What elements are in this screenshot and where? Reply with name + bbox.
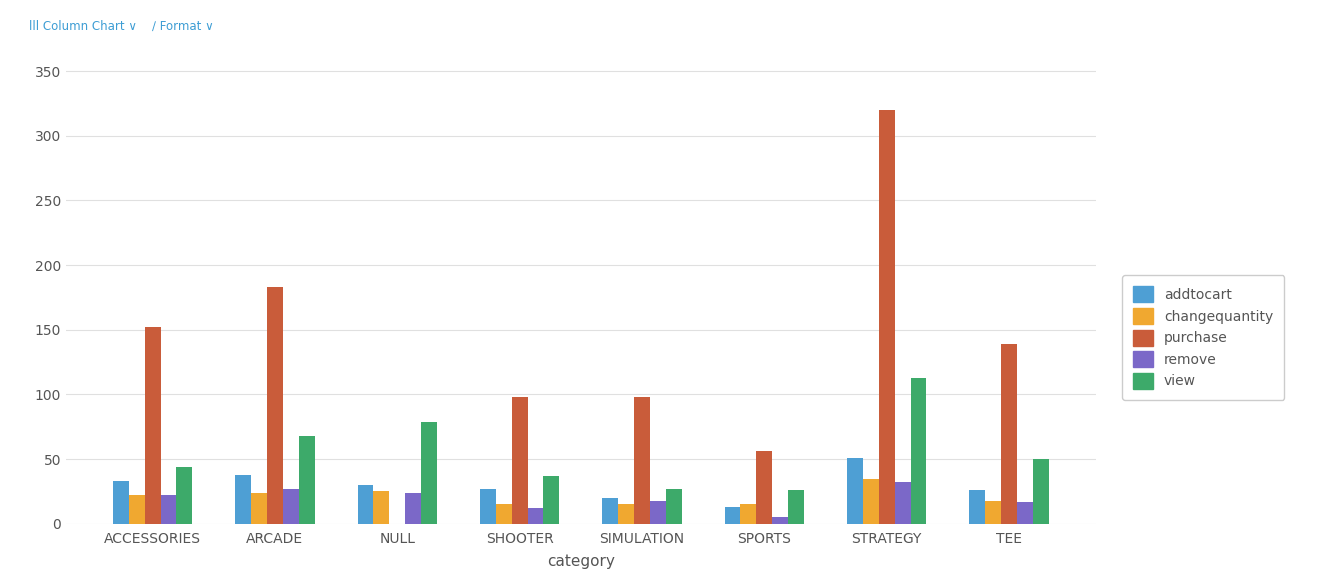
Bar	[895, 482, 911, 524]
Bar	[1016, 502, 1032, 524]
Bar	[267, 287, 282, 524]
X-axis label: category: category	[546, 555, 615, 569]
Bar	[544, 476, 560, 524]
Bar	[421, 421, 437, 524]
Legend: addtocart, changequantity, purchase, remove, view: addtocart, changequantity, purchase, rem…	[1122, 275, 1284, 400]
Bar	[282, 489, 298, 524]
Bar	[985, 501, 1001, 524]
Bar	[649, 501, 665, 524]
Bar	[1001, 344, 1016, 524]
Bar	[235, 475, 251, 524]
Bar	[405, 493, 421, 524]
Bar	[969, 490, 985, 524]
Text: ∕ Format ∨: ∕ Format ∨	[152, 20, 214, 33]
Bar	[177, 467, 193, 524]
Bar	[772, 517, 788, 524]
Bar	[480, 489, 496, 524]
Bar	[358, 485, 374, 524]
Bar	[863, 478, 879, 524]
Bar	[298, 436, 314, 524]
Bar	[788, 490, 804, 524]
Bar	[847, 458, 863, 524]
Bar	[618, 505, 634, 524]
Bar	[112, 481, 129, 524]
Bar	[879, 110, 895, 524]
Bar	[602, 498, 618, 524]
Bar	[665, 489, 681, 524]
Bar	[374, 491, 389, 524]
Bar	[496, 505, 512, 524]
Bar	[528, 508, 544, 524]
Bar	[911, 378, 927, 524]
Bar	[145, 327, 161, 524]
Bar	[512, 397, 528, 524]
Bar	[129, 495, 145, 524]
Bar	[161, 495, 177, 524]
Bar	[251, 493, 267, 524]
Bar	[634, 397, 649, 524]
Bar	[741, 505, 756, 524]
Bar	[1032, 459, 1049, 524]
Text: lll Column Chart ∨: lll Column Chart ∨	[29, 20, 137, 33]
Bar	[756, 452, 772, 524]
Bar	[725, 507, 741, 524]
